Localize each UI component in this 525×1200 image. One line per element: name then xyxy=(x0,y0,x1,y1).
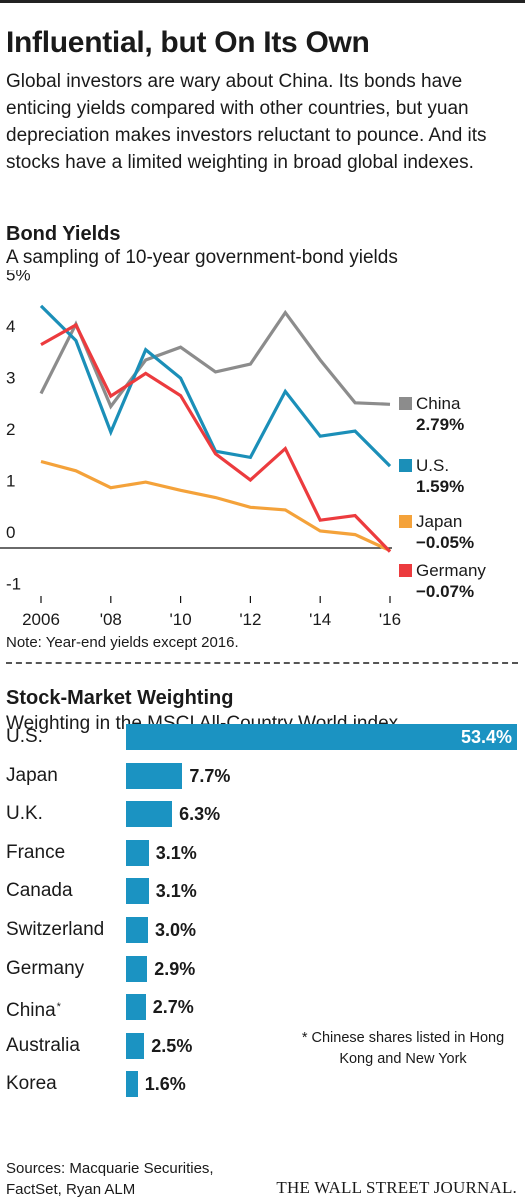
series-line-china xyxy=(39,309,391,410)
series-line-us xyxy=(39,304,392,468)
bar-label-text: U.K. xyxy=(6,803,43,825)
bar-label-text: China xyxy=(6,1000,56,1022)
bar-value-label: 3.1% xyxy=(155,842,197,863)
x-tick-label: '12 xyxy=(239,610,261,629)
x-tick-label: '08 xyxy=(100,610,122,629)
bar xyxy=(126,762,183,789)
y-tick-label: 0 xyxy=(6,523,15,542)
bar-label-text: Japan xyxy=(6,764,58,786)
y-tick-label: 3 xyxy=(6,369,15,388)
wsj-logo: THE WALL STREET JOURNAL. xyxy=(276,1178,517,1197)
bar xyxy=(126,839,149,866)
bar-label: Switzerland xyxy=(6,918,104,942)
sources-line: FactSet, Ryan ALM xyxy=(6,1181,136,1198)
bar-value-label: 3.0% xyxy=(154,920,196,940)
legend-name-china: China xyxy=(416,394,461,413)
bar xyxy=(126,1032,145,1059)
legend-value-japan: −0.05% xyxy=(416,533,474,552)
bar-label: France xyxy=(6,841,65,865)
bar-label: China* xyxy=(6,995,61,1023)
bar-value-label: 7.7% xyxy=(189,765,231,786)
bar-value-label: 6.3% xyxy=(179,804,221,825)
stock-weighting-title: Stock-Market Weighting xyxy=(6,687,234,709)
bar-label: Germany xyxy=(6,957,84,981)
bar-label: Korea xyxy=(6,1072,57,1096)
bar-label: U.S. xyxy=(6,725,43,749)
bar-label: Canada xyxy=(6,879,73,903)
legend-swatch-germany xyxy=(399,564,412,577)
bar xyxy=(126,917,148,943)
bar-value-label: 3.1% xyxy=(155,881,197,902)
legend-swatch-china xyxy=(399,397,412,410)
top-rule xyxy=(0,0,525,3)
legend-value-us: 1.59% xyxy=(416,477,464,496)
x-tick-label: '10 xyxy=(170,610,192,629)
bar-label-text: Switzerland xyxy=(6,919,105,940)
headline: Influential, but On Its Own xyxy=(6,26,370,59)
footnote-marker: * xyxy=(56,1001,61,1014)
bar-label: U.K. xyxy=(6,802,43,826)
bar xyxy=(126,994,146,1021)
sources: Sources: Macquarie Securities, FactSet, R… xyxy=(6,1158,214,1200)
y-tick-label: -1 xyxy=(6,575,21,594)
bond-yields-subtitle: A sampling of 10-year government-bond yi… xyxy=(6,247,398,268)
legend-value-china: 2.79% xyxy=(416,415,464,434)
bar-label: Australia xyxy=(6,1034,80,1058)
legend-value-germany: −0.07% xyxy=(416,582,474,601)
bar-value-label: 1.6% xyxy=(144,1074,186,1095)
bar-value-label: 53.4% xyxy=(460,727,512,747)
legend-name-us: U.S. xyxy=(416,456,449,475)
legend-name-germany: Germany xyxy=(416,561,486,580)
bar-label-text: France xyxy=(6,841,66,863)
y-tick-label: 1 xyxy=(6,472,15,491)
series-line-germany xyxy=(40,322,392,553)
bar-value-label: 2.7% xyxy=(152,997,194,1018)
bar-value-label: 2.5% xyxy=(151,1035,193,1056)
bar-label-text: Korea xyxy=(6,1073,57,1095)
legend-swatch-us xyxy=(399,459,412,472)
bar xyxy=(126,878,149,905)
bond-yields-title: Bond Yields xyxy=(6,223,121,245)
bar-label-text: U.S. xyxy=(6,726,43,747)
bar-label-text: Canada xyxy=(6,880,73,902)
bar xyxy=(126,1071,138,1098)
x-tick-label: '16 xyxy=(379,610,401,629)
china-footnote: * Chinese shares listed in Hong Kong and… xyxy=(301,1030,505,1067)
series-line-japan xyxy=(40,459,391,553)
bar xyxy=(126,955,148,982)
bar-label: Japan xyxy=(6,764,58,788)
bar-value-label: 2.9% xyxy=(154,958,196,979)
sources-line: Sources: Macquarie Securities, xyxy=(6,1160,214,1177)
bar xyxy=(126,801,173,828)
bar-label-text: Australia xyxy=(6,1034,80,1056)
x-tick-label: '14 xyxy=(309,610,331,629)
bar-label-text: Germany xyxy=(6,957,85,979)
legend-swatch-japan xyxy=(399,515,412,528)
legend-name-japan: Japan xyxy=(416,512,462,531)
bar xyxy=(126,724,517,750)
y-tick-label: 5% xyxy=(6,270,31,285)
x-tick-label: 2006 xyxy=(22,610,60,629)
section-divider xyxy=(6,662,518,664)
y-tick-label: 2 xyxy=(6,420,15,439)
dek: Global investors are wary about China. I… xyxy=(6,71,487,173)
chart-note: Note: Year-end yields except 2016. xyxy=(6,634,239,651)
y-tick-label: 4 xyxy=(6,317,15,336)
